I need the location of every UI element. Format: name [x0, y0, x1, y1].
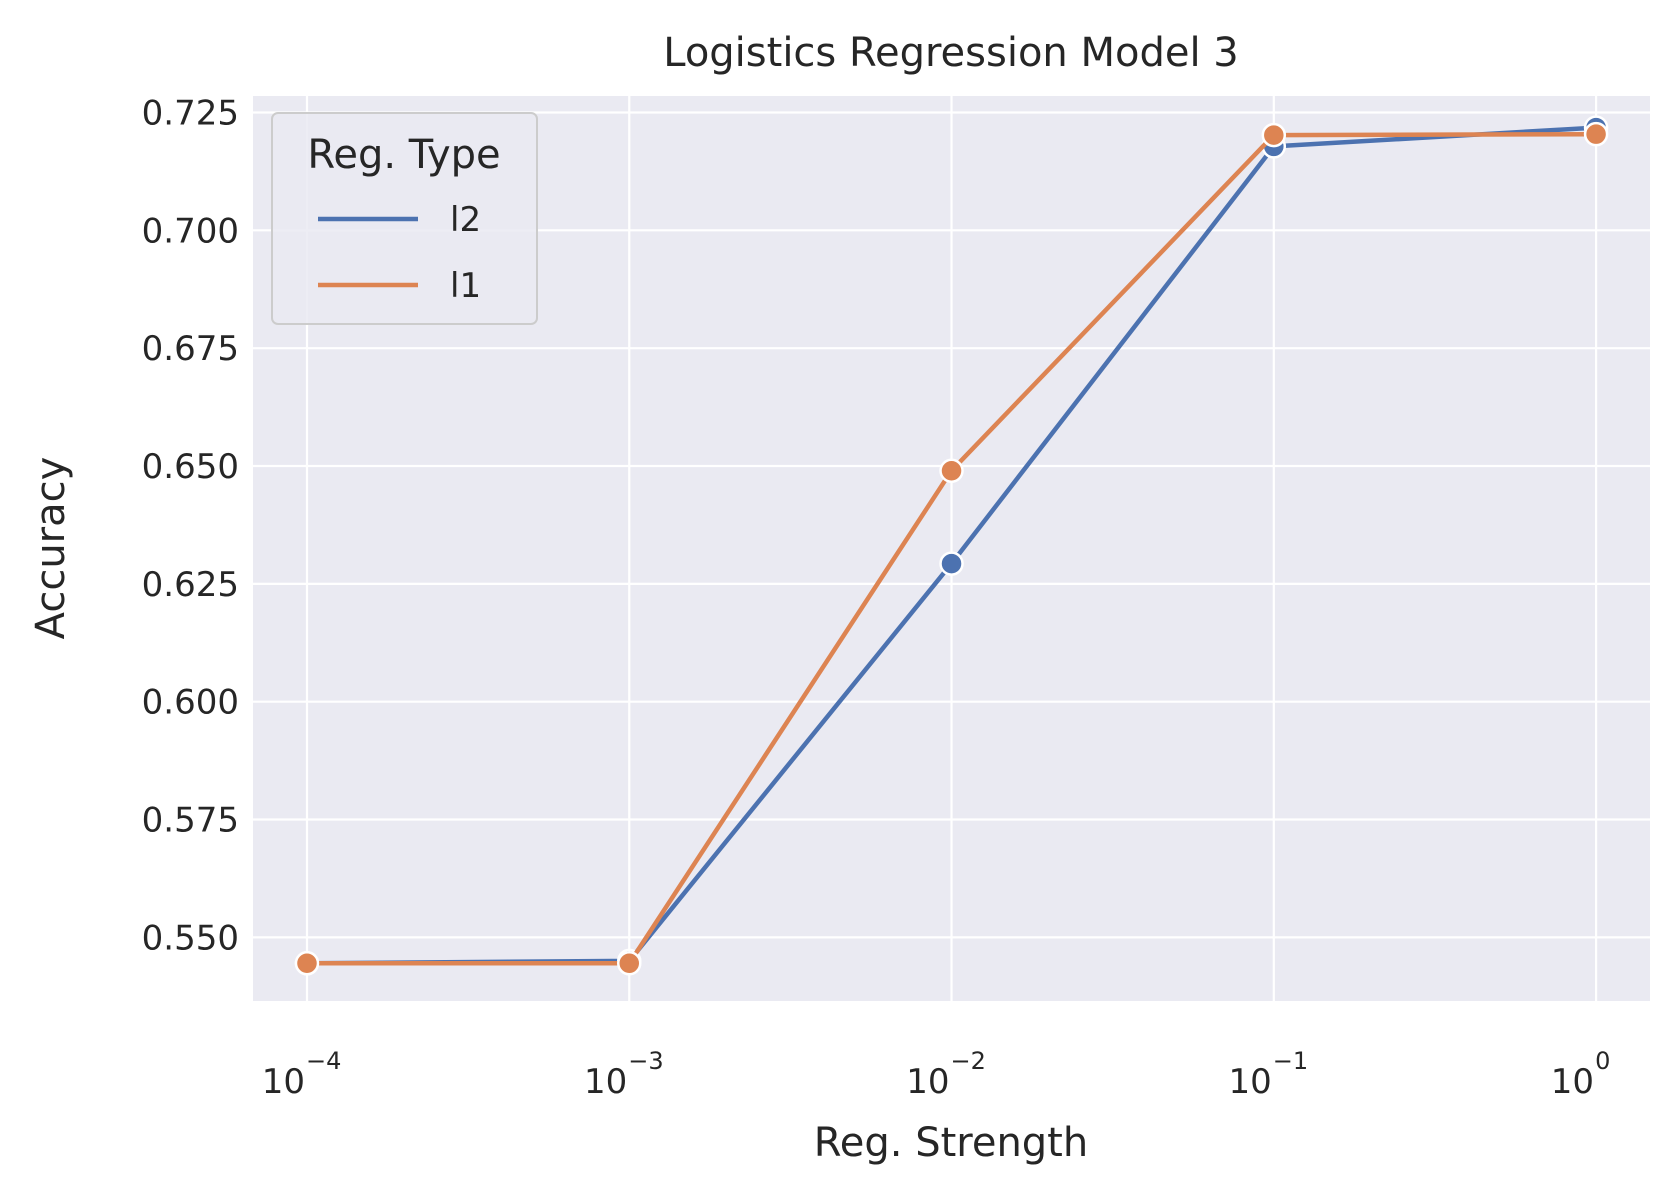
y-tick-label: 0.725 — [142, 93, 239, 133]
x-axis-label: Reg. Strength — [814, 1120, 1088, 1166]
y-tick-label: 0.650 — [142, 447, 239, 487]
x-tick-base: 10 — [906, 1062, 949, 1102]
legend-label: l1 — [450, 266, 481, 306]
y-tick-label: 0.700 — [142, 211, 239, 251]
y-axis-label: Accuracy — [28, 457, 74, 640]
data-point-l1 — [617, 951, 642, 976]
y-tick-label: 0.625 — [142, 565, 239, 605]
y-tick-label: 0.575 — [142, 801, 239, 841]
legend-item-l1: l1 — [318, 266, 481, 306]
series-layer — [294, 115, 1609, 976]
legend-title: Reg. Type — [307, 132, 500, 178]
legend: Reg. Type l2 l1 — [271, 112, 538, 325]
data-point-l1 — [1583, 121, 1609, 147]
x-tick-base: 10 — [584, 1062, 627, 1102]
x-tick-base: 10 — [262, 1062, 305, 1102]
x-tick-exponent: −3 — [628, 1047, 663, 1075]
y-tick-label: 0.600 — [142, 683, 239, 723]
x-tick-label: 10−2 — [906, 1047, 986, 1102]
data-point-l2 — [939, 551, 964, 576]
data-point-l1 — [939, 458, 964, 483]
x-tick-base: 10 — [1229, 1062, 1272, 1102]
y-tick-label: 0.675 — [142, 329, 239, 369]
y-tick-label: 0.550 — [142, 918, 239, 958]
x-tick-label: 10−1 — [1229, 1047, 1309, 1102]
x-tick-label: 10−3 — [584, 1047, 664, 1102]
x-tick-exponent: −1 — [1273, 1047, 1308, 1075]
x-tick-exponent: −2 — [951, 1047, 986, 1075]
legend-item-l2: l2 — [318, 200, 481, 240]
legend-items: l2 l1 — [318, 200, 481, 306]
x-tick-label: 100 — [1551, 1047, 1611, 1102]
data-point-l1 — [1261, 122, 1287, 148]
chart-title: Logistics Regression Model 3 — [663, 30, 1239, 76]
data-point-l1 — [294, 951, 320, 976]
legend-label: l2 — [450, 200, 481, 240]
x-tick-label: 10−4 — [262, 1047, 342, 1102]
series-l1 — [294, 121, 1609, 976]
x-tick-exponent: 0 — [1595, 1047, 1610, 1075]
x-tick-exponent: −4 — [306, 1047, 341, 1075]
x-tick-base: 10 — [1551, 1062, 1594, 1102]
y-tick-labels: 0.550 0.575 0.600 0.625 0.650 0.675 0.700 0.725 — [142, 93, 239, 958]
